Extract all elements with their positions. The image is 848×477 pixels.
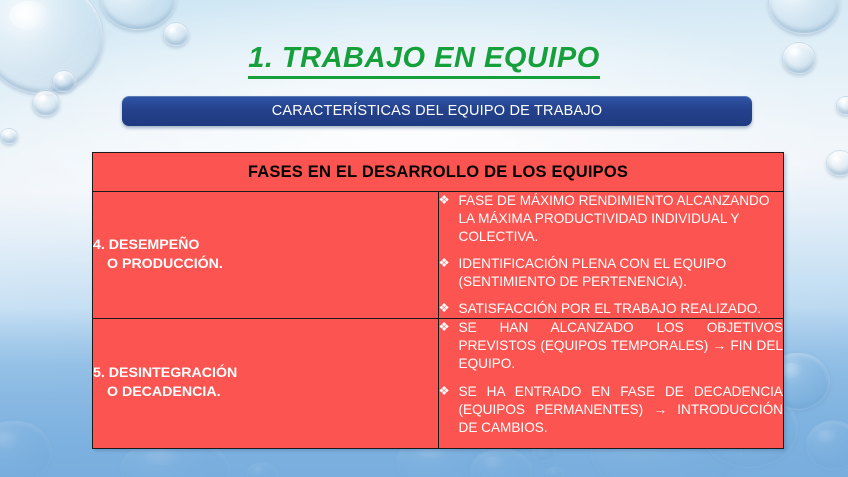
list-item-text: FASE DE MÁXIMO RENDIMIENTO ALCANZANDO LA… xyxy=(458,193,770,244)
water-droplet-icon xyxy=(246,462,278,477)
section-banner: CARACTERÍSTICAS DEL EQUIPO DE TRABAJO xyxy=(122,96,752,126)
table-header-row: FASES EN EL DESARROLLO DE LOS EQUIPOS xyxy=(92,152,784,192)
water-droplet-icon xyxy=(836,96,848,115)
water-droplet-icon xyxy=(100,0,176,30)
water-droplet-icon xyxy=(546,466,564,477)
water-droplet-icon xyxy=(826,150,848,176)
list-item: ❖ SE HAN ALCANZADO LOS OBJETIVOS PREVIST… xyxy=(439,319,784,373)
phase-name-cell: 5. DESINTEGRACIÓN O DECADENCIA. xyxy=(92,317,439,450)
table-row: 5. DESINTEGRACIÓN O DECADENCIA. ❖ SE HAN… xyxy=(92,317,784,450)
water-droplet-icon xyxy=(806,420,848,470)
list-item-text: SATISFACCIÓN POR EL TRABAJO REALIZADO. xyxy=(458,300,762,316)
phase-points-cell: ❖ FASE DE MÁXIMO RENDIMIENTO ALCANZANDO … xyxy=(437,191,784,319)
diamond-bullet-icon: ❖ xyxy=(438,384,450,399)
phase-points-list: ❖ SE HAN ALCANZADO LOS OBJETIVOS PREVIST… xyxy=(439,319,784,438)
water-droplet-icon xyxy=(0,128,18,144)
water-droplet-icon xyxy=(768,0,840,34)
list-item: ❖ IDENTIFICACIÓN PLENA CON EL EQUIPO (SE… xyxy=(439,255,784,291)
phase-points-list: ❖ FASE DE MÁXIMO RENDIMIENTO ALCANZANDO … xyxy=(439,192,784,318)
list-item-text: IDENTIFICACIÓN PLENA CON EL EQUIPO (SENT… xyxy=(458,255,727,289)
diamond-bullet-icon: ❖ xyxy=(438,300,450,315)
phase-name-line2: O PRODUCCIÓN. xyxy=(107,255,223,272)
diamond-bullet-icon: ❖ xyxy=(438,319,450,334)
list-item: ❖ SE HA ENTRADO EN FASE DE DECADENCIA (E… xyxy=(439,383,784,437)
water-droplet-icon xyxy=(32,90,60,116)
phase-name-line1: 4. DESEMPEÑO xyxy=(93,236,200,253)
water-droplet-icon xyxy=(0,420,52,477)
phase-points-cell: ❖ SE HAN ALCANZADO LOS OBJETIVOS PREVIST… xyxy=(437,317,784,450)
table-row: 4. DESEMPEÑO O PRODUCCIÓN. ❖ FASE DE MÁX… xyxy=(92,191,784,319)
list-item-text: SE HAN ALCANZADO LOS OBJETIVOS PREVISTOS… xyxy=(458,319,784,371)
diamond-bullet-icon: ❖ xyxy=(438,255,450,270)
list-item-text: SE HA ENTRADO EN FASE DE DECADENCIA (EQU… xyxy=(458,384,784,436)
table-title: FASES EN EL DESARROLLO DE LOS EQUIPOS xyxy=(92,152,784,192)
phase-name-cell: 4. DESEMPEÑO O PRODUCCIÓN. xyxy=(92,191,439,319)
page-title: 1. TRABAJO EN EQUIPO xyxy=(0,42,848,79)
phase-name-line1: 5. DESINTEGRACIÓN xyxy=(93,365,238,382)
phase-name-line2: O DECADENCIA. xyxy=(107,384,221,401)
section-banner-label: CARACTERÍSTICAS DEL EQUIPO DE TRABAJO xyxy=(271,103,603,119)
phases-table: FASES EN EL DESARROLLO DE LOS EQUIPOS 4.… xyxy=(92,152,784,450)
water-droplet-icon xyxy=(470,448,532,477)
diamond-bullet-icon: ❖ xyxy=(438,193,450,207)
page-title-text: 1. TRABAJO EN EQUIPO xyxy=(248,42,600,79)
list-item: ❖ SATISFACCIÓN POR EL TRABAJO REALIZADO. xyxy=(439,300,784,318)
list-item: ❖ FASE DE MÁXIMO RENDIMIENTO ALCANZANDO … xyxy=(439,192,784,246)
